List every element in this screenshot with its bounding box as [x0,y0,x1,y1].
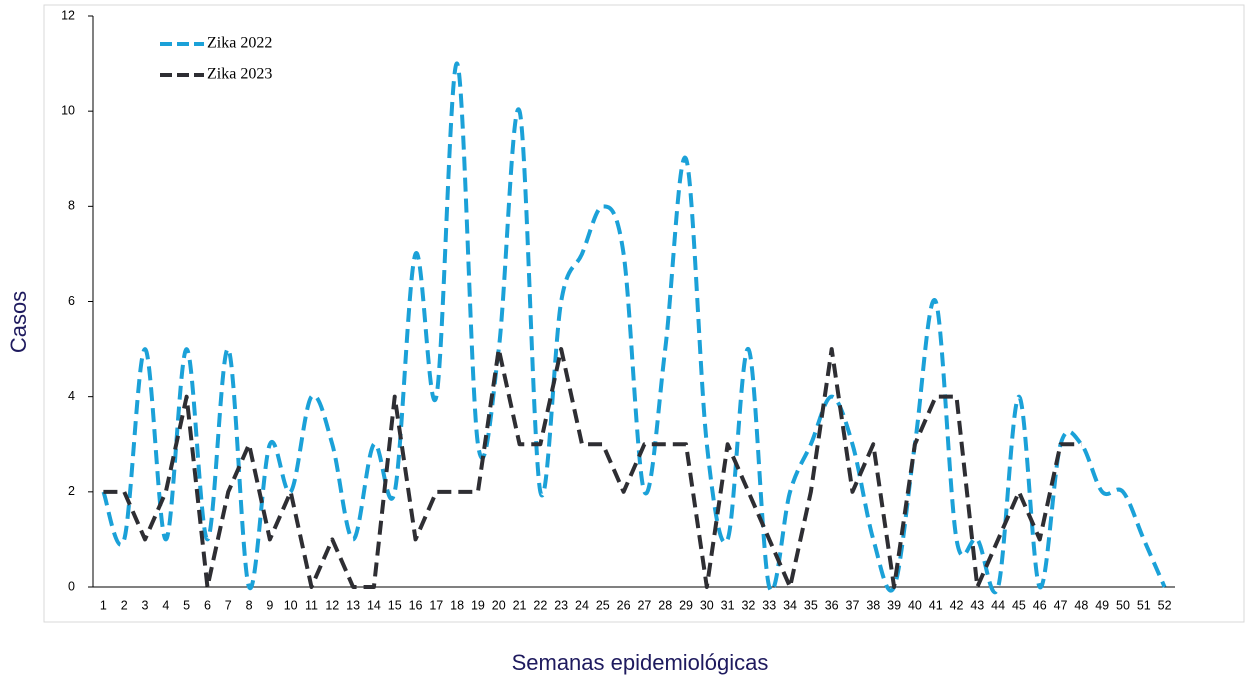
plot-frame [43,4,1245,623]
x-axis-title: Semanas epidemiológicas [512,650,769,675]
x-tick-label: 45 [1012,598,1026,612]
x-tick-label: 30 [700,598,714,612]
y-tick-label: 12 [61,8,75,22]
x-tick-label: 8 [246,598,253,612]
x-tick-label: 2 [121,598,128,612]
y-tick-label: 2 [68,484,75,498]
x-tick-label: 40 [908,598,922,612]
x-tick-label: 1 [100,598,107,612]
x-tick-label: 16 [409,598,423,612]
y-tick-label: 0 [68,579,75,593]
x-tick-label: 51 [1137,598,1151,612]
x-tick-label: 10 [284,598,298,612]
x-tick-label: 42 [950,598,964,612]
x-tick-label: 17 [429,598,443,612]
x-tick-label: 21 [513,598,527,612]
x-tick-label: 23 [554,598,568,612]
x-tick-label: 50 [1116,598,1130,612]
y-tick-label: 4 [68,389,75,403]
x-tick-label: 48 [1074,598,1088,612]
x-tick-label: 13 [346,598,360,612]
x-tick-label: 6 [204,598,211,612]
legend-label: Zika 2022 [207,35,272,52]
x-tick-label: 18 [450,598,464,612]
x-tick-label: 44 [991,598,1005,612]
y-tick-label: 10 [61,103,75,117]
x-tick-label: 38 [866,598,880,612]
x-tick-label: 26 [617,598,631,612]
data-line [101,61,1167,594]
x-tick-label: 12 [325,598,339,612]
x-tick-label: 35 [804,598,818,612]
x-tick-label: 28 [658,598,672,612]
x-tick-label: 49 [1095,598,1109,612]
x-tick-label: 15 [388,598,402,612]
x-tick-label: 41 [929,598,943,612]
y-axis-title: Casos [6,291,31,353]
x-tick-label: 33 [762,598,776,612]
data-line [103,347,1082,589]
x-tick-label: 43 [970,598,984,612]
x-tick-label: 37 [846,598,860,612]
y-tick-label: 6 [68,294,75,308]
x-tick-label: 22 [533,598,547,612]
x-tick-label: 39 [887,598,901,612]
x-tick-label: 29 [679,598,693,612]
x-tick-label: 27 [637,598,651,612]
y-tick-label: 8 [68,199,75,213]
x-tick-label: 47 [1054,598,1068,612]
x-tick-label: 52 [1158,598,1172,612]
x-tick-label: 3 [142,598,149,612]
x-tick-label: 14 [367,598,381,612]
x-tick-label: 4 [162,598,169,612]
x-tick-label: 19 [471,598,485,612]
x-tick-label: 7 [225,598,232,612]
x-tick-label: 5 [183,598,190,612]
x-tick-label: 11 [305,598,318,612]
x-tick-label: 31 [721,598,735,612]
x-tick-label: 34 [783,598,797,612]
legend-label: Zika 2023 [207,66,272,83]
x-tick-label: 9 [266,598,273,612]
x-tick-label: 24 [575,598,589,612]
x-tick-label: 32 [741,598,755,612]
x-tick-label: 36 [825,598,839,612]
x-tick-label: 20 [492,598,506,612]
x-tick-label: 46 [1033,598,1047,612]
x-tick-label: 25 [596,598,610,612]
